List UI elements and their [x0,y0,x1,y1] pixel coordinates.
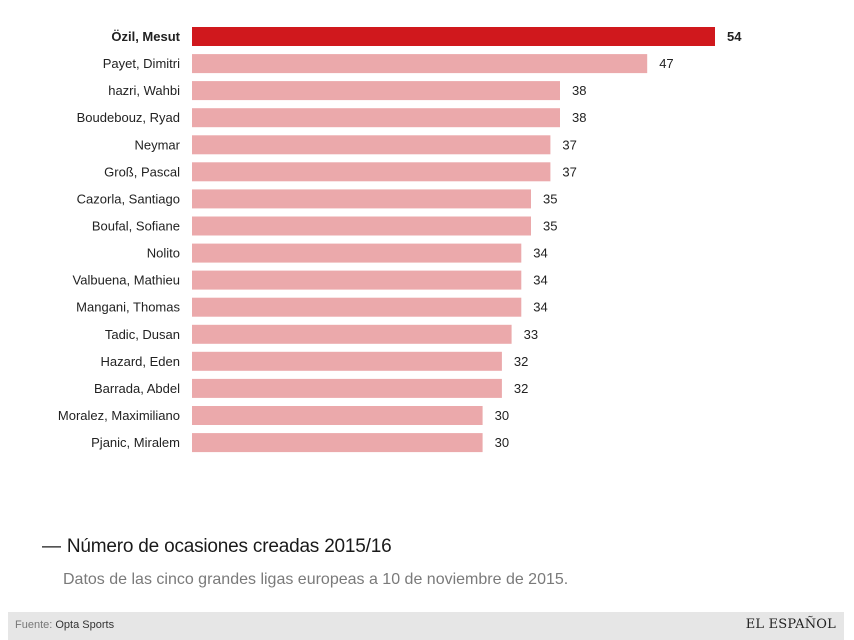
bar [192,270,522,290]
source-line: Fuente: Opta Sports [15,619,114,631]
bar [192,216,531,236]
bar [192,324,512,344]
bar [192,135,551,155]
brand-logo: EL ESPAÑOL [745,617,836,632]
value-label: 34 [533,273,547,288]
chart-title: Número de ocasiones creadas 2015/16 [66,536,392,557]
category-label: Groß, Pascal [104,164,180,179]
value-label: 30 [495,435,509,450]
value-label: 33 [524,327,538,342]
chart-title-block: — Número de ocasiones creadas 2015/16 [42,536,392,558]
bar [192,54,648,74]
bar [192,433,483,453]
bar [192,162,551,182]
bar [192,297,522,317]
category-label: Boufal, Sofiane [92,219,180,234]
bar [192,406,483,425]
category-label: Moralez, Maximiliano [58,408,180,423]
category-label: hazri, Wahbi [108,83,180,98]
category-label: Mangani, Thomas [76,300,180,315]
value-label: 35 [543,219,557,234]
value-label: 47 [659,56,673,71]
value-label: 32 [514,381,528,396]
bar [192,378,502,398]
value-label: 30 [495,408,509,423]
bar [192,189,531,209]
bar [192,108,560,128]
category-label: Cazorla, Santiago [77,191,180,206]
value-label: 35 [543,191,557,206]
value-label: 54 [727,29,742,44]
value-label: 32 [514,354,528,369]
value-label: 37 [562,164,576,179]
value-label: 34 [533,246,547,261]
value-label: 38 [572,83,586,98]
category-label: Tadic, Dusan [105,327,180,342]
source-name: Opta Sports [55,619,115,631]
category-label: Nolito [147,246,180,261]
bar-chart: Özil, Mesut 54 Payet, Dimitri 47 hazri, Wahb… [58,27,742,453]
value-label: 38 [572,110,586,125]
title-dash-icon: — [42,536,61,557]
category-label: Barrada, Abdel [94,381,180,396]
category-label: Hazard, Eden [101,354,181,369]
footer-bar: Fuente: Opta Sports EL ESPAÑOL [8,612,844,640]
category-label: Neymar [134,137,180,152]
chart-subtitle: Datos de las cinco grandes ligas europea… [63,571,569,588]
category-label: Pjanic, Miralem [91,435,180,450]
value-label: 37 [562,137,576,152]
value-label: 34 [533,300,547,315]
bar [192,351,502,371]
category-label: Payet, Dimitri [103,56,180,71]
bar [192,243,522,263]
source-prefix: Fuente: [15,619,53,631]
category-label: Valbuena, Mathieu [73,273,180,288]
category-label: Özil, Mesut [111,29,180,44]
bar [192,27,715,46]
category-label: Boudebouz, Ryad [77,110,180,125]
bar [192,81,560,101]
